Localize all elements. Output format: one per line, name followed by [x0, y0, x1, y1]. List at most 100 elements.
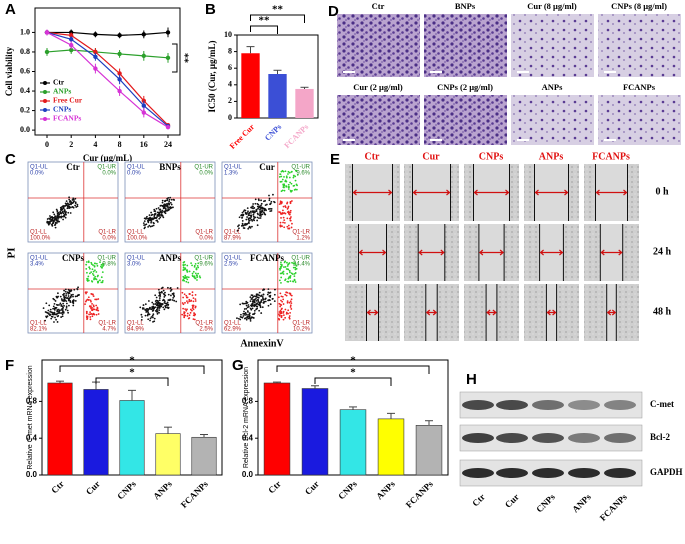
dot — [65, 305, 68, 308]
dot — [259, 217, 262, 219]
dot — [151, 301, 154, 304]
dot — [147, 221, 150, 224]
dot — [295, 264, 298, 267]
dot — [263, 212, 266, 215]
dot — [95, 262, 98, 265]
column-label: ANPs — [539, 151, 564, 162]
dot — [163, 296, 166, 298]
dot — [167, 304, 169, 307]
quadrant-name: Q1-UR — [291, 165, 310, 171]
dot — [91, 293, 93, 295]
x-tick-label: Ctr — [266, 479, 283, 496]
dot — [47, 312, 50, 315]
dot — [278, 302, 281, 305]
image-label: BNPs — [455, 1, 476, 11]
dot — [280, 261, 282, 264]
blot-band — [462, 433, 494, 443]
dot — [147, 225, 150, 228]
dot — [90, 271, 93, 274]
dot — [100, 276, 103, 279]
blot-band — [462, 468, 494, 478]
dot — [166, 301, 169, 304]
dot — [294, 179, 297, 182]
dot — [164, 305, 167, 307]
legend-marker — [43, 90, 47, 94]
dot — [142, 222, 145, 225]
significance-bracket — [250, 14, 305, 23]
dot — [252, 218, 255, 221]
dot — [158, 215, 160, 217]
dot — [273, 300, 276, 303]
dot — [279, 305, 282, 308]
dot — [49, 218, 51, 221]
dot — [196, 276, 199, 278]
dot — [52, 222, 55, 224]
quadrant-name: Q1-LR — [195, 321, 213, 327]
series-line — [46, 31, 169, 128]
dot — [91, 272, 94, 275]
dot — [162, 293, 165, 295]
dot — [88, 305, 91, 308]
dot — [282, 221, 284, 224]
dot — [44, 311, 47, 313]
dot — [62, 215, 64, 218]
dot — [85, 267, 88, 270]
dot — [158, 291, 161, 294]
dot — [46, 315, 49, 318]
image-label: CNPs (2 μg/ml) — [437, 82, 493, 92]
dot — [287, 207, 290, 209]
dot — [186, 312, 189, 315]
dot — [158, 212, 161, 215]
quadrant-name: Q1-LR — [292, 230, 310, 236]
dot — [184, 267, 187, 270]
dot — [54, 306, 57, 309]
dot — [153, 215, 156, 218]
dot — [94, 269, 96, 272]
dot — [153, 210, 156, 213]
dot — [248, 222, 250, 225]
image-label: FCANPs — [623, 82, 656, 92]
dot — [270, 200, 273, 203]
dot — [280, 190, 283, 193]
significance-label: * — [129, 367, 135, 379]
dot — [54, 226, 57, 229]
dot — [286, 217, 289, 220]
dot — [64, 202, 67, 205]
dot — [60, 312, 62, 314]
dot — [270, 208, 273, 210]
dot — [293, 188, 296, 191]
dot — [283, 219, 286, 222]
panel-letter: B — [205, 1, 216, 18]
dot — [289, 211, 292, 214]
dot — [251, 225, 253, 228]
x-tick-label: 2 — [69, 140, 73, 149]
dot — [176, 287, 179, 289]
dot — [148, 217, 151, 220]
dot — [173, 295, 176, 298]
dot — [93, 313, 96, 316]
x-tick-label: Cur — [84, 479, 102, 497]
blot-band — [568, 400, 600, 410]
dot — [267, 304, 270, 307]
dot — [295, 170, 298, 173]
dot — [74, 201, 77, 204]
dot — [67, 211, 70, 214]
marker — [44, 49, 50, 55]
quadrant-name: Q1-LL — [127, 230, 144, 236]
dot — [252, 295, 255, 298]
dot — [64, 288, 67, 291]
dot — [149, 306, 151, 309]
dot — [156, 221, 159, 223]
dot — [192, 308, 195, 311]
dot — [167, 306, 170, 309]
dot — [284, 180, 287, 183]
dot — [146, 220, 149, 222]
quadrant-percent: 84.9% — [127, 327, 145, 333]
panel-letter: E — [330, 151, 340, 168]
legend-marker — [43, 81, 47, 85]
dot — [289, 311, 292, 314]
dot — [52, 313, 55, 316]
dot — [97, 313, 100, 315]
gap-arrow — [366, 309, 379, 316]
